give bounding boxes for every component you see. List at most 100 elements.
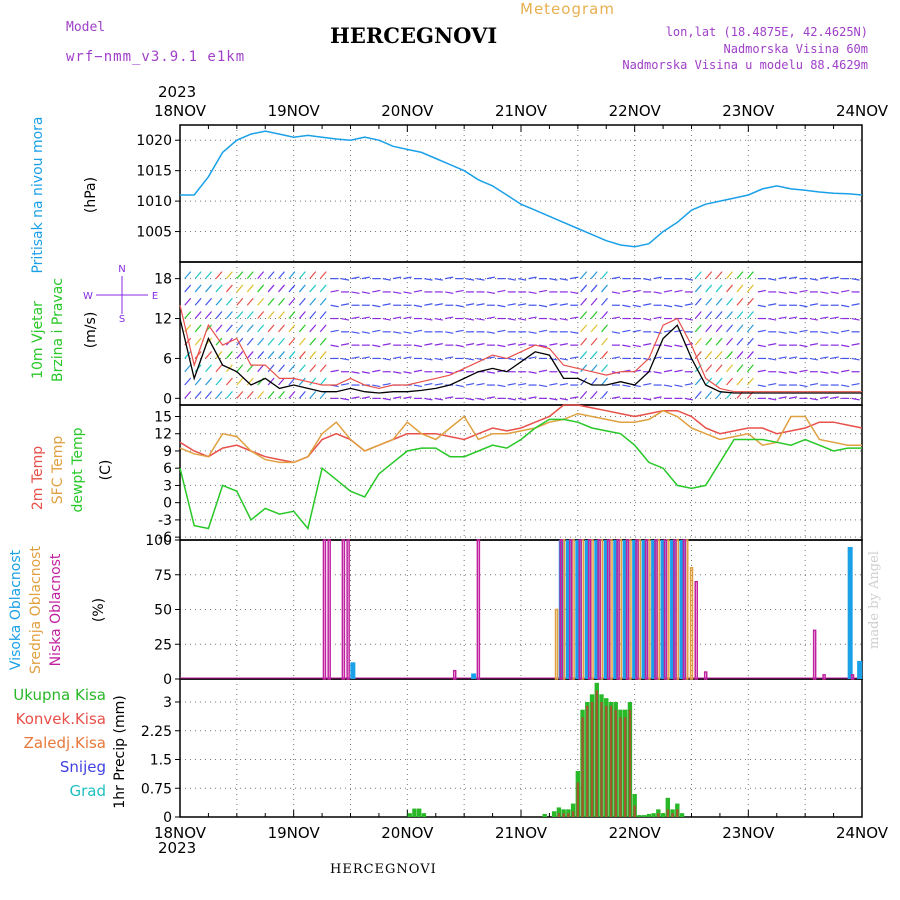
wind-arrow bbox=[184, 351, 192, 359]
wind-arrow bbox=[434, 343, 443, 346]
wind-arrow bbox=[382, 382, 391, 386]
wind-arrow bbox=[643, 397, 652, 401]
x-tick-label-bottom: 23NOV bbox=[722, 824, 775, 842]
wind-arrow bbox=[288, 324, 296, 333]
wind-arrow bbox=[518, 303, 527, 306]
wind-arrow bbox=[382, 357, 391, 361]
cloud-bar-fill bbox=[575, 540, 581, 679]
wind-arrow bbox=[236, 337, 244, 346]
cloud-bar bbox=[327, 539, 331, 680]
wind-arrow bbox=[715, 377, 723, 386]
wind-arrow bbox=[746, 364, 754, 373]
wind-arrow bbox=[778, 371, 787, 374]
wind-arrow bbox=[799, 289, 808, 293]
wind-arrow bbox=[778, 291, 787, 295]
wind-arrow bbox=[601, 364, 608, 373]
wind-arrow bbox=[528, 396, 537, 399]
y-tick-label: 0 bbox=[163, 496, 172, 512]
wind-arrow bbox=[715, 337, 723, 346]
wind-arrow bbox=[590, 271, 598, 280]
wind-arrow bbox=[590, 297, 598, 306]
wind-arrow bbox=[601, 324, 608, 333]
precip-legend-item: Konvek.Kisa bbox=[16, 710, 106, 728]
wind-arrow bbox=[663, 344, 673, 348]
wind-arrow bbox=[215, 311, 223, 319]
wind-arrow bbox=[549, 278, 558, 281]
wind-gust-line bbox=[179, 305, 862, 393]
wind-arrow bbox=[705, 377, 713, 386]
wind-arrow bbox=[601, 337, 608, 346]
wind-arrow bbox=[486, 276, 496, 280]
wind-arrow bbox=[694, 337, 702, 346]
wind-arrow bbox=[746, 297, 754, 306]
precip-bar bbox=[609, 705, 613, 817]
wind-arrow bbox=[225, 297, 233, 306]
wind-arrow bbox=[674, 289, 683, 293]
precip-bar bbox=[641, 815, 647, 817]
ylabel-cloud-low: Niska Oblacnost bbox=[48, 553, 64, 666]
x-tick-label-bottom: 20NOV bbox=[381, 824, 434, 842]
wind-arrow bbox=[611, 316, 621, 320]
precip-bar bbox=[657, 813, 660, 817]
wind-arrow bbox=[278, 311, 285, 319]
wind-arrow bbox=[330, 344, 339, 348]
wind-arrow bbox=[445, 356, 454, 360]
x-tick-label-top: 22NOV bbox=[609, 102, 662, 120]
wind-arrow bbox=[330, 329, 339, 333]
wind-arrow bbox=[799, 329, 808, 333]
panel-frame-wind bbox=[179, 261, 863, 406]
wind-arrow bbox=[403, 396, 412, 399]
wind-arrow bbox=[340, 397, 350, 401]
wind-arrow bbox=[236, 271, 244, 280]
wind-arrow bbox=[549, 343, 558, 346]
wind-arrow bbox=[413, 289, 423, 293]
wind-arrow bbox=[184, 284, 192, 293]
wind-arrow bbox=[298, 324, 306, 333]
wind-arrow bbox=[215, 364, 223, 373]
wind-arrow bbox=[528, 291, 537, 295]
wind-arrow bbox=[236, 377, 244, 386]
y-tick-label: 75 bbox=[154, 568, 172, 584]
x-tick-label-bottom: 19NOV bbox=[268, 824, 321, 842]
wind-arrow bbox=[184, 297, 192, 306]
wind-arrow bbox=[455, 344, 464, 348]
precip-bar bbox=[605, 705, 608, 817]
wind-arrow bbox=[694, 271, 702, 280]
precip-bar bbox=[571, 811, 575, 817]
wind-arrow bbox=[643, 343, 652, 346]
wind-arrow bbox=[257, 324, 265, 333]
bottom-station-name: HERCEGNOVI bbox=[330, 862, 437, 877]
wind-arrow bbox=[267, 377, 275, 386]
wind-arrow bbox=[340, 303, 350, 306]
precip-bar bbox=[542, 813, 547, 817]
wind-arrow bbox=[726, 297, 734, 306]
wind-arrow bbox=[205, 297, 213, 306]
x-tick-label-top: 21NOV bbox=[495, 102, 548, 120]
wind-arrow bbox=[434, 397, 443, 401]
wind-arrow bbox=[288, 337, 296, 346]
wind-arrow bbox=[215, 377, 223, 386]
wind-arrow bbox=[205, 284, 213, 293]
temp-line-2 bbox=[179, 418, 862, 531]
wind-arrow bbox=[476, 317, 485, 321]
wind-arrow bbox=[736, 284, 744, 293]
wind-arrow bbox=[715, 364, 723, 373]
wind-arrow bbox=[736, 337, 744, 346]
wind-arrow bbox=[611, 291, 621, 295]
wind-arrow bbox=[705, 390, 713, 399]
wind-arrow bbox=[653, 291, 662, 295]
wind-arrow bbox=[746, 351, 754, 359]
y-tick-label: 0 bbox=[163, 672, 172, 688]
wind-arrow bbox=[215, 390, 223, 399]
wind-arrow bbox=[434, 382, 443, 386]
wind-arrow bbox=[538, 384, 548, 388]
wind-arrow bbox=[424, 317, 433, 321]
cloud-bar bbox=[597, 539, 601, 680]
precip-bar bbox=[562, 813, 565, 817]
wind-arrow bbox=[538, 289, 548, 293]
wind-arrow bbox=[257, 364, 265, 373]
y-tick-label: 1.5 bbox=[150, 753, 172, 769]
wind-arrow bbox=[643, 382, 652, 386]
wind-arrow bbox=[413, 304, 423, 308]
wind-arrow bbox=[246, 284, 254, 293]
